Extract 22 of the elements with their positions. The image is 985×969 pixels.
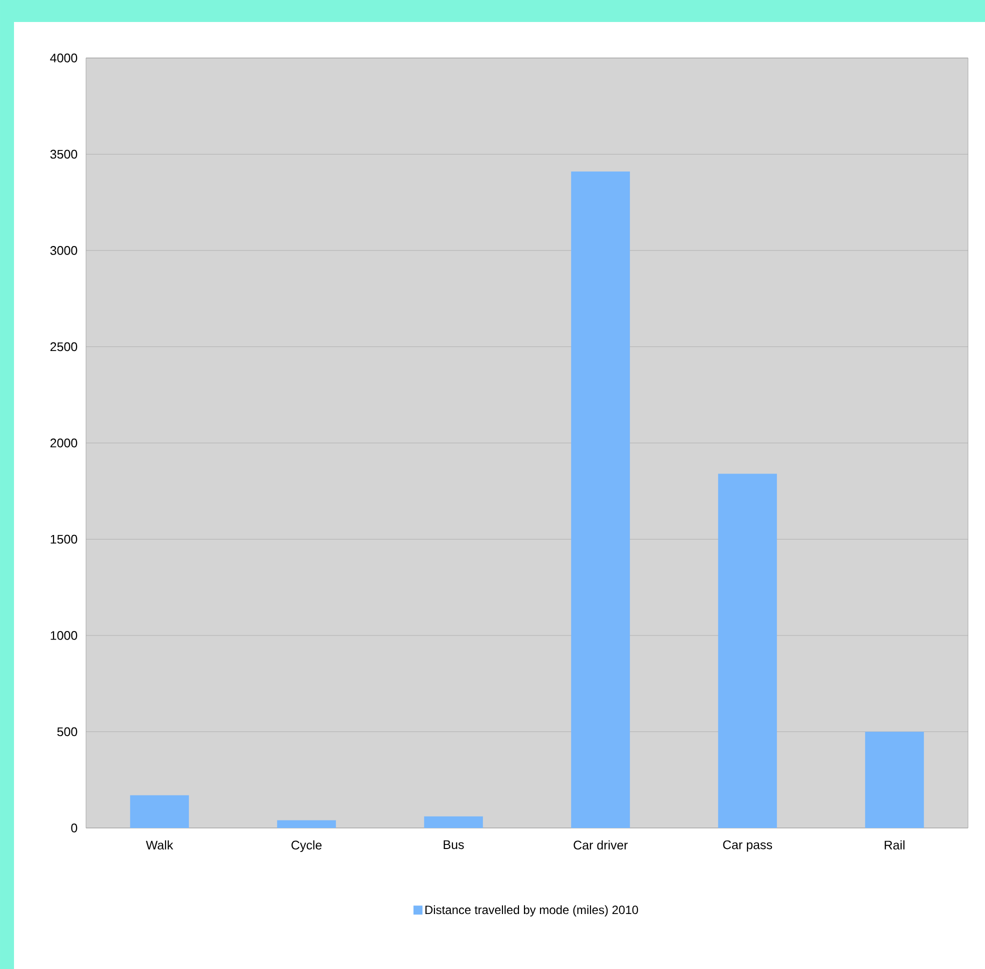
x-tick-label: Car driver — [574, 840, 628, 850]
bar — [277, 820, 336, 828]
bar — [130, 795, 189, 828]
x-tick-label: Cycle — [292, 840, 322, 852]
y-tick-label: 1000 — [50, 631, 78, 640]
x-tick-label: Walk — [146, 840, 174, 850]
y-tick-label: 3500 — [50, 150, 78, 159]
bar — [571, 172, 630, 828]
y-tick-label: 3000 — [50, 246, 78, 255]
legend-label: Distance travelled by mode (miles) 2010 — [425, 905, 638, 916]
y-tick-label: 0 — [71, 824, 78, 832]
y-tick-label: 2000 — [50, 438, 78, 448]
bar — [718, 474, 777, 828]
y-tick-label: 4000 — [50, 54, 78, 62]
y-tick-label: 2500 — [50, 342, 78, 352]
x-tick-label: Rail — [884, 840, 904, 850]
y-tick-label: 500 — [57, 727, 78, 736]
x-tick-label: Car pass — [723, 840, 772, 852]
bar — [865, 732, 924, 828]
bar — [424, 816, 483, 828]
x-tick-label: Bus — [444, 840, 464, 850]
y-tick-label: 1500 — [50, 534, 78, 544]
